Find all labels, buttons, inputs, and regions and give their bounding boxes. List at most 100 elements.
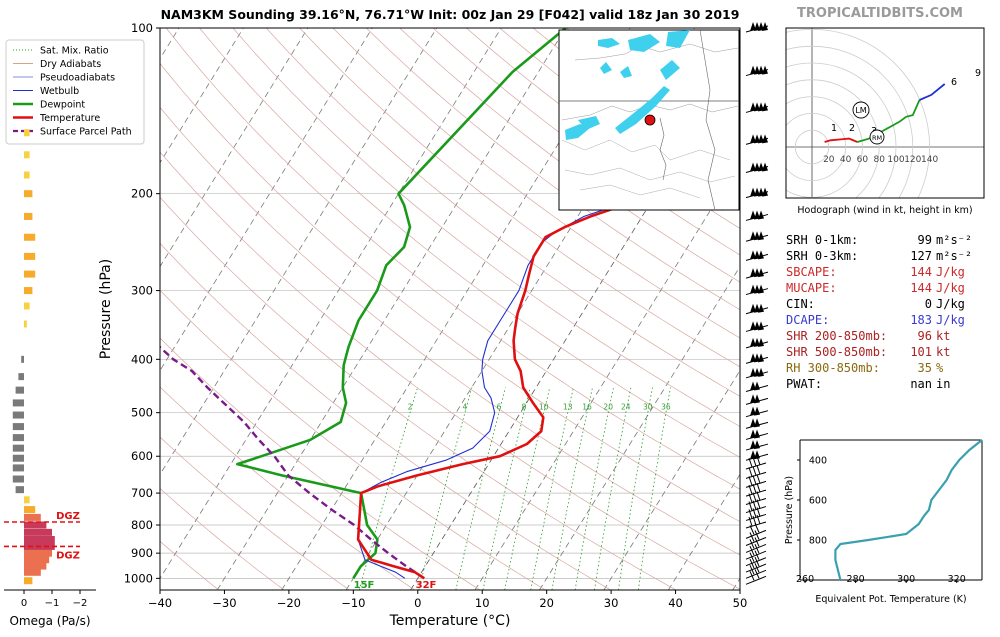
wind-barb-feather (749, 565, 755, 575)
skewt-y-label: Pressure (hPa) (98, 259, 114, 359)
isotherm-line (474, 161, 740, 590)
wind-barb-flag (750, 450, 756, 460)
wind-barb-flag (758, 102, 764, 112)
omega-bar (24, 151, 30, 159)
index-unit: J/kg (936, 297, 965, 311)
isotherm-line (160, 28, 438, 476)
wind-barb (745, 406, 769, 418)
wind-barb-flag (758, 65, 764, 75)
wind-barb-flag (750, 418, 756, 428)
omega-bar (15, 486, 24, 494)
mixing-ratio-line (418, 387, 473, 590)
wind-barb-flag (762, 102, 768, 112)
wind-barb (745, 550, 767, 567)
storm-motion-marker (869, 129, 885, 145)
x-tick-label: 0 (414, 596, 421, 610)
wind-barb-feather (749, 539, 755, 549)
wind-barb-flag (754, 337, 760, 347)
wind-barb-flag (758, 284, 764, 294)
wind-barb-flag (750, 210, 756, 220)
mixing-ratio-label: 8 (522, 403, 527, 412)
y-tick-label: 1000 (124, 571, 153, 585)
wind-barb-feather (752, 492, 757, 502)
theta-e-x-tick-label: 280 (847, 574, 865, 585)
wind-barb-flag (754, 187, 760, 197)
mixing-ratio-line (638, 387, 671, 590)
wind-barb-feather (752, 466, 757, 476)
omega-bar (24, 171, 30, 179)
hodograph-ring (786, 96, 863, 198)
legend-label: Temperature (39, 113, 100, 124)
omega-bar (12, 444, 24, 452)
omega-bar (24, 521, 47, 529)
wind-barb (745, 268, 769, 279)
omega-bar (12, 411, 24, 419)
wind-barb-flag (758, 303, 764, 313)
y-tick-label: 400 (131, 352, 153, 366)
index-unit: % (936, 361, 944, 375)
x-tick-label: 30 (604, 596, 619, 610)
theta-e-x-tick-label: 320 (948, 574, 966, 585)
wind-barb-flag (758, 337, 764, 347)
wind-barb (745, 250, 769, 261)
omega-bar (24, 496, 30, 504)
wind-barb-flag (750, 134, 756, 144)
dry-adiabat (160, 436, 350, 590)
wind-barb-feather (752, 500, 757, 510)
storm-motion-label: RM (872, 134, 882, 142)
dry-adiabat (160, 106, 740, 556)
indices-table: SRH 0-1km: 99 m²s⁻² SRH 0-3km: 127 m²s⁻² SBCAP… (786, 233, 972, 391)
index-value: 101 (910, 345, 932, 359)
skewt-x-label: Temperature (°C) (389, 613, 511, 629)
omega-bar (12, 464, 24, 472)
hodograph-height-label: 6 (951, 77, 957, 88)
wind-barb-feather (749, 532, 755, 542)
isotherm-line (160, 28, 373, 372)
wind-barb-shaft (745, 569, 767, 579)
omega-bar (24, 506, 36, 514)
mixing-ratio-line (358, 387, 418, 590)
wind-barb-feather (756, 491, 761, 501)
hodograph-height-label: 2 (849, 123, 855, 134)
isotherm-line (160, 28, 244, 164)
hodograph-segment (824, 137, 858, 143)
wind-barb-feather (752, 483, 757, 494)
wind-barb-flag (750, 440, 756, 450)
y-tick-label: 100 (131, 21, 153, 35)
mixing-ratio-line (551, 387, 593, 590)
wind-barb-feather (754, 563, 760, 573)
wind-barb-feather (752, 475, 757, 485)
wind-barb (745, 353, 769, 364)
mixing-ratio-label: 6 (497, 403, 502, 412)
wind-barb-flag (758, 367, 764, 377)
y-tick-label: 700 (131, 486, 153, 500)
y-tick-label: 900 (131, 546, 153, 560)
skewt-panel: −40 −30 −20 −10 0 10 20 30 40 50 100 200 300 400 500 6… (98, 21, 747, 629)
omega-bar (24, 549, 52, 557)
series-dewpoint (236, 28, 567, 579)
wind-barb-flag (758, 162, 764, 172)
theta-e-x-label: Equivalent Pot. Temperature (K) (815, 594, 966, 605)
mixing-ratio-label: 24 (621, 403, 631, 412)
omega-bar (24, 577, 33, 585)
wind-barb-feather (748, 467, 753, 477)
wind-barb-flag (754, 418, 760, 428)
wind-barb (745, 537, 767, 553)
mixing-ratio-line (530, 387, 574, 590)
wind-barb-flag (758, 231, 764, 241)
omega-bar (24, 190, 33, 198)
mixing-ratio-labels: 2 4 6 8 10 13 16 20 24 30 36 (408, 403, 671, 412)
skewt-frame (159, 27, 741, 591)
figure-title: NAM3KM Sounding 39.16°N, 76.71°W Init: 0… (161, 7, 740, 22)
theta-e-panel: 260 280 300 320 400 600 800 Equivalent Pot. Te… (784, 439, 983, 605)
index-value: 127 (910, 249, 932, 263)
omega-bar (24, 562, 47, 570)
x-tick-label: −20 (277, 596, 301, 610)
wind-barb-feather (756, 514, 761, 525)
wind-barb (745, 569, 767, 585)
wind-barb (745, 337, 769, 349)
wind-barb-flag (750, 102, 756, 112)
wind-barb-feather (752, 456, 757, 467)
dry-adiabat (160, 337, 481, 590)
wind-barb-flag (754, 231, 760, 241)
